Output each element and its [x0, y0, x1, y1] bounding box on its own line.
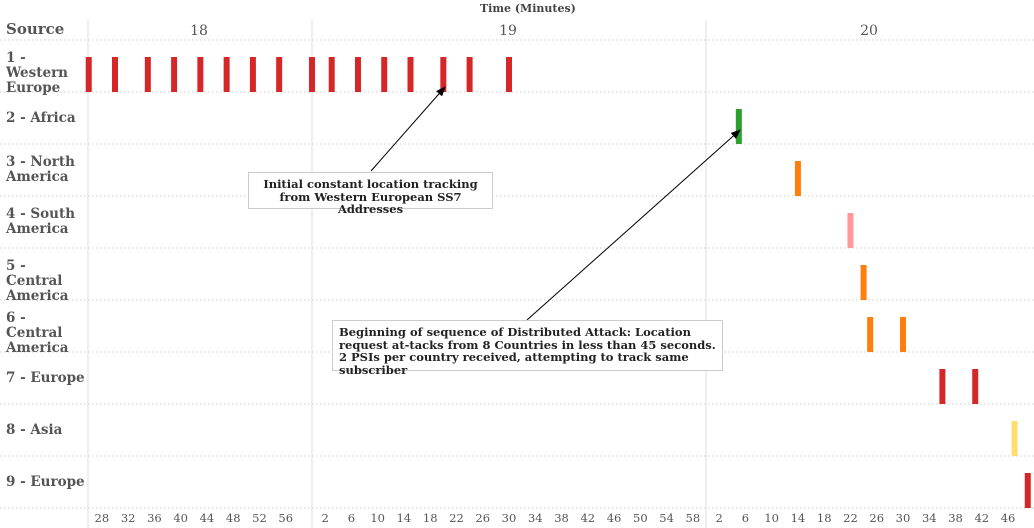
second-tick-label: 18	[817, 511, 832, 525]
event-mark	[972, 369, 979, 404]
second-tick-label: 58	[686, 511, 701, 525]
event-mark	[112, 57, 118, 92]
row-label: 5 - Central America	[6, 258, 69, 304]
row-label: 9 - Europe	[6, 474, 85, 490]
second-tick-label: 6	[348, 511, 355, 525]
second-tick-label: 26	[869, 511, 884, 525]
second-tick-label: 30	[502, 511, 517, 525]
event-mark	[1011, 421, 1018, 456]
event-mark	[144, 57, 151, 92]
event-mark	[867, 317, 874, 352]
annotation-distributed-attack: Beginning of sequence of Distributed Att…	[332, 320, 723, 376]
x-axis-title: Time (Minutes)	[480, 2, 576, 15]
row-label: 3 - North America	[6, 154, 75, 185]
second-tick-label: 28	[95, 511, 110, 525]
second-tick-label: 14	[791, 511, 806, 525]
second-tick-label: 34	[528, 511, 543, 525]
second-tick-label: 38	[554, 511, 569, 525]
annotation-arrow	[370, 86, 446, 172]
minute-label: 19	[499, 23, 517, 39]
second-tick-label: 54	[659, 511, 674, 525]
second-tick-label: 6	[742, 511, 749, 525]
event-mark	[407, 57, 414, 92]
event-mark	[1024, 473, 1031, 508]
annotation-arrow	[526, 129, 741, 321]
second-tick-label: 42	[974, 511, 989, 525]
second-tick-label: 40	[173, 511, 188, 525]
second-tick-label: 50	[633, 511, 648, 525]
second-tick-label: 42	[580, 511, 595, 525]
event-mark	[354, 57, 361, 92]
event-mark	[85, 57, 92, 92]
minute-label: 18	[190, 23, 208, 39]
second-tick-label: 34	[922, 511, 937, 525]
event-mark	[381, 57, 388, 92]
event-mark	[860, 265, 867, 300]
second-tick-label: 2	[715, 511, 722, 525]
event-mark	[939, 369, 946, 404]
event-mark	[276, 57, 283, 92]
second-tick-label: 46	[607, 511, 622, 525]
second-tick-label: 36	[147, 511, 162, 525]
row-label: 7 - Europe	[6, 370, 85, 386]
event-mark	[506, 57, 512, 92]
event-mark	[249, 57, 256, 92]
second-tick-label: 46	[1001, 511, 1016, 525]
second-tick-label: 32	[121, 511, 136, 525]
row-header: Source	[6, 20, 65, 38]
event-mark	[466, 57, 473, 92]
second-tick-label: 10	[764, 511, 779, 525]
second-tick-label: 2	[321, 511, 328, 525]
event-mark	[171, 57, 178, 92]
second-tick-label: 22	[449, 511, 464, 525]
event-mark	[328, 57, 335, 92]
event-mark	[847, 213, 854, 248]
event-mark	[900, 317, 906, 352]
event-mark	[794, 161, 801, 196]
event-mark	[309, 57, 315, 92]
row-label: 2 - Africa	[6, 110, 76, 126]
event-mark	[197, 57, 204, 92]
second-tick-label: 30	[896, 511, 911, 525]
second-tick-label: 22	[843, 511, 858, 525]
second-tick-label: 38	[948, 511, 963, 525]
second-tick-label: 18	[423, 511, 438, 525]
second-tick-label: 56	[278, 511, 293, 525]
annotation-western-europe: Initial constant location tracking from …	[248, 172, 493, 215]
row-label: 1 - Western Europe	[6, 50, 69, 96]
second-tick-label: 52	[252, 511, 267, 525]
row-label: 4 - South America	[6, 206, 76, 237]
row-label: 6 - Central America	[6, 310, 69, 356]
second-tick-label: 10	[370, 511, 385, 525]
second-tick-label: 26	[475, 511, 490, 525]
event-mark	[440, 57, 447, 92]
event-mark	[735, 109, 742, 144]
second-tick-label: 48	[226, 511, 241, 525]
second-tick-label: 44	[200, 511, 215, 525]
minute-label: 20	[860, 23, 878, 39]
second-tick-label: 14	[397, 511, 412, 525]
row-label: 8 - Asia	[6, 422, 63, 438]
event-mark	[223, 57, 230, 92]
